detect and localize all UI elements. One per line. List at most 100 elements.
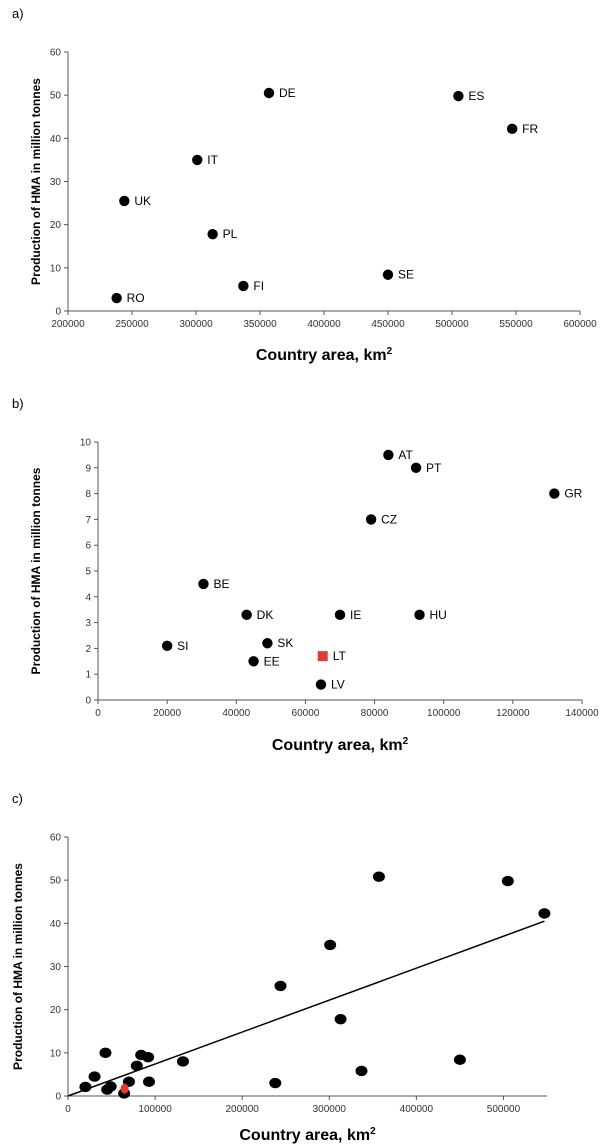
data-point: [207, 228, 218, 240]
x-tick-label: 100000: [138, 1104, 172, 1115]
data-point-label: RO: [127, 291, 145, 305]
y-tick-label: 6: [85, 541, 91, 552]
y-tick-label: 10: [50, 1048, 62, 1059]
y-tick-label: 60: [50, 48, 62, 59]
y-tick-label: 9: [85, 463, 91, 474]
y-tick-label: 60: [50, 833, 62, 844]
data-point-label: GR: [564, 487, 582, 501]
panel-label: c): [12, 791, 23, 806]
data-point: [501, 875, 514, 887]
x-axis-label: Country area, km2: [239, 1126, 376, 1144]
data-point: [248, 656, 259, 667]
data-point: [262, 638, 273, 649]
x-tick-label: 120000: [496, 708, 530, 719]
y-tick-label: 0: [55, 307, 61, 318]
y-tick-label: 30: [50, 962, 62, 973]
data-point-label: SE: [398, 268, 414, 282]
x-tick-label: 40000: [222, 708, 250, 719]
data-point-label: DK: [257, 608, 274, 622]
data-point: [130, 1060, 143, 1071]
data-point-highlight: [317, 651, 328, 662]
x-tick-label: 200000: [51, 319, 85, 330]
data-point-label: SI: [177, 639, 188, 653]
panel-label: b): [12, 396, 24, 411]
data-point-label: ES: [468, 89, 484, 103]
x-axis-label-text: Country area, km: [272, 737, 403, 754]
y-axis-label: Production of HMA in million tonnes: [29, 467, 43, 674]
y-tick-label: 40: [50, 919, 62, 930]
y-tick-label: 4: [85, 592, 91, 603]
data-point-label: IE: [350, 608, 361, 622]
data-point: [414, 609, 425, 621]
data-point: [263, 87, 275, 99]
x-tick-label: 350000: [243, 319, 277, 330]
x-tick-label: 0: [65, 1104, 71, 1115]
data-point: [274, 980, 287, 992]
y-tick-label: 50: [50, 876, 62, 887]
data-point-label: BE: [213, 577, 229, 591]
data-point: [355, 1065, 368, 1077]
data-point: [79, 1081, 92, 1093]
data-point: [161, 640, 173, 652]
data-point-label: FR: [522, 122, 538, 136]
x-tick-label: 300000: [313, 1104, 347, 1115]
x-tick-label: 100000: [427, 708, 461, 719]
data-point-label: SK: [277, 636, 293, 650]
chart-panel-a: a) 0 10 20 30 40 50 60 200000 250000 300000 350000 4…: [12, 6, 597, 364]
data-point-label: LV: [331, 678, 345, 692]
data-point: [142, 1076, 155, 1087]
data-point-highlight: [120, 1083, 129, 1094]
data-point: [315, 679, 327, 690]
data-point-label: HU: [430, 608, 447, 622]
x-axis-label-superscript: 2: [403, 736, 409, 747]
y-tick-label: 2: [85, 644, 91, 655]
data-point-label: CZ: [381, 512, 397, 526]
y-tick-label: 3: [85, 618, 91, 629]
x-tick-label: 500000: [435, 319, 469, 330]
y-tick-label: 50: [50, 91, 62, 102]
data-point: [238, 280, 249, 292]
trendline: [67, 920, 545, 1097]
data-point: [176, 1056, 189, 1067]
data-point-label: PT: [426, 461, 442, 475]
y-tick-label: 0: [55, 1092, 61, 1103]
data-point-label: LT: [333, 649, 347, 663]
data-point: [88, 1071, 101, 1082]
x-axis-label: Country area, km2: [256, 346, 393, 364]
data-point: [383, 449, 394, 461]
x-axis-label-text: Country area, km: [256, 347, 387, 364]
y-tick-label: 30: [50, 177, 62, 188]
x-axis-label-text: Country area, km: [239, 1127, 370, 1144]
y-axis-label: Production of HMA in million tonnes: [29, 78, 43, 285]
y-tick-label: 0: [85, 696, 91, 707]
data-point: [269, 1077, 282, 1089]
data-point: [324, 939, 337, 951]
data-point-label: UK: [134, 194, 151, 208]
data-point: [365, 514, 377, 525]
data-point: [549, 488, 560, 499]
data-point: [119, 195, 130, 207]
x-tick-label: 300000: [179, 319, 213, 330]
data-point: [453, 90, 464, 102]
data-point: [334, 1013, 347, 1025]
x-tick-label: 200000: [225, 1104, 259, 1115]
x-tick-label: 250000: [115, 319, 149, 330]
y-tick-label: 10: [50, 263, 62, 274]
data-point: [99, 1047, 112, 1059]
x-axis-label: Country area, km2: [272, 736, 409, 754]
data-point: [241, 609, 252, 621]
x-tick-label: 400000: [400, 1104, 434, 1115]
data-point-label: IT: [207, 153, 218, 167]
x-tick-label: 80000: [361, 708, 389, 719]
x-tick-label: 20000: [153, 708, 181, 719]
y-tick-label: 8: [85, 489, 91, 500]
data-point: [453, 1054, 466, 1065]
data-point: [382, 269, 394, 280]
data-point: [192, 154, 203, 166]
y-tick-label: 20: [50, 1005, 62, 1016]
data-point: [198, 578, 209, 590]
x-tick-label: 0: [95, 708, 101, 719]
x-tick-label: 500000: [487, 1104, 521, 1115]
y-axis-label: Production of HMA in million tonnes: [11, 863, 25, 1070]
